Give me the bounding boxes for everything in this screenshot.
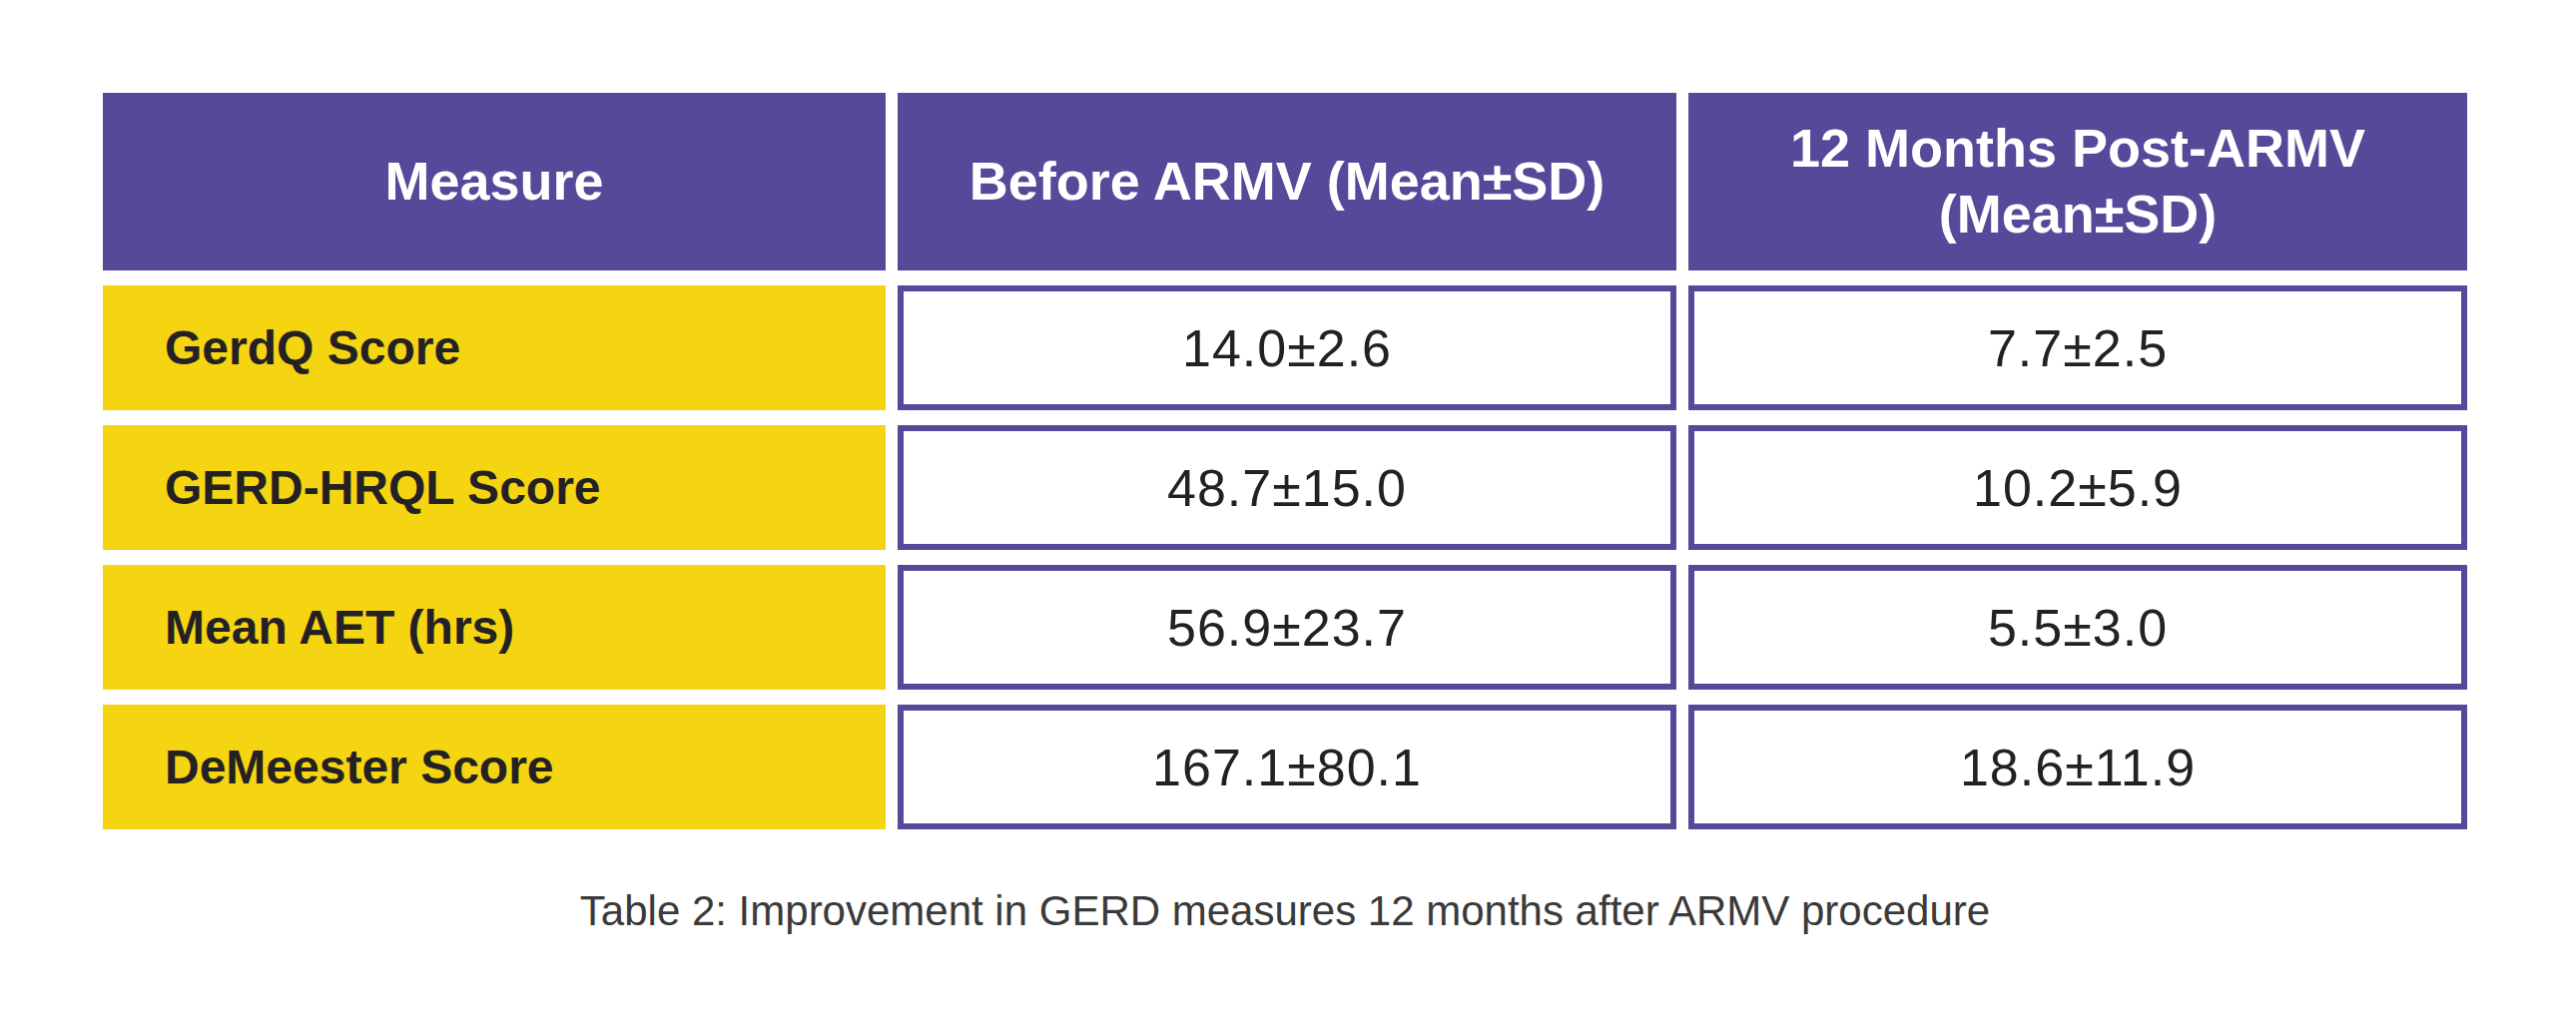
row-label-demeester: DeMeester Score [103,705,886,829]
data-value: 10.2±5.9 [1973,458,2183,518]
row-label-text: Mean AET (hrs) [165,600,514,655]
row-label-text: GERD-HRQL Score [165,460,601,515]
data-value: 56.9±23.7 [1167,598,1407,658]
data-value: 14.0±2.6 [1182,318,1392,378]
data-cell-gerd-hrql-after: 10.2±5.9 [1688,425,2467,550]
data-cell-mean-aet-before: 56.9±23.7 [898,565,1676,690]
data-cell-mean-aet-after: 5.5±3.0 [1688,565,2467,690]
table-grid: Measure Before ARMV (Mean±SD) 12 Months … [103,93,2467,829]
data-value: 7.7±2.5 [1988,318,2168,378]
header-cell-measure: Measure [103,93,886,270]
data-value: 48.7±15.0 [1167,458,1407,518]
row-label-gerd-hrql: GERD-HRQL Score [103,425,886,550]
header-label: Before ARMV (Mean±SD) [969,149,1606,215]
data-cell-demeester-after: 18.6±11.9 [1688,705,2467,829]
data-value: 167.1±80.1 [1152,738,1422,797]
data-cell-gerdq-before: 14.0±2.6 [898,285,1676,410]
row-label-mean-aet: Mean AET (hrs) [103,565,886,690]
header-label: 12 Months Post-ARMV (Mean±SD) [1718,116,2437,248]
table-caption: Table 2: Improvement in GERD measures 12… [103,887,2467,935]
data-cell-demeester-before: 167.1±80.1 [898,705,1676,829]
header-cell-before-armv: Before ARMV (Mean±SD) [898,93,1676,270]
row-label-text: DeMeester Score [165,740,554,794]
data-cell-gerd-hrql-before: 48.7±15.0 [898,425,1676,550]
data-value: 5.5±3.0 [1988,598,2168,658]
row-label-text: GerdQ Score [165,320,460,375]
data-cell-gerdq-after: 7.7±2.5 [1688,285,2467,410]
header-label: Measure [384,149,603,215]
gerd-results-table: Measure Before ARMV (Mean±SD) 12 Months … [103,93,2467,935]
data-value: 18.6±11.9 [1960,738,2196,797]
header-cell-post-armv: 12 Months Post-ARMV (Mean±SD) [1688,93,2467,270]
row-label-gerdq: GerdQ Score [103,285,886,410]
